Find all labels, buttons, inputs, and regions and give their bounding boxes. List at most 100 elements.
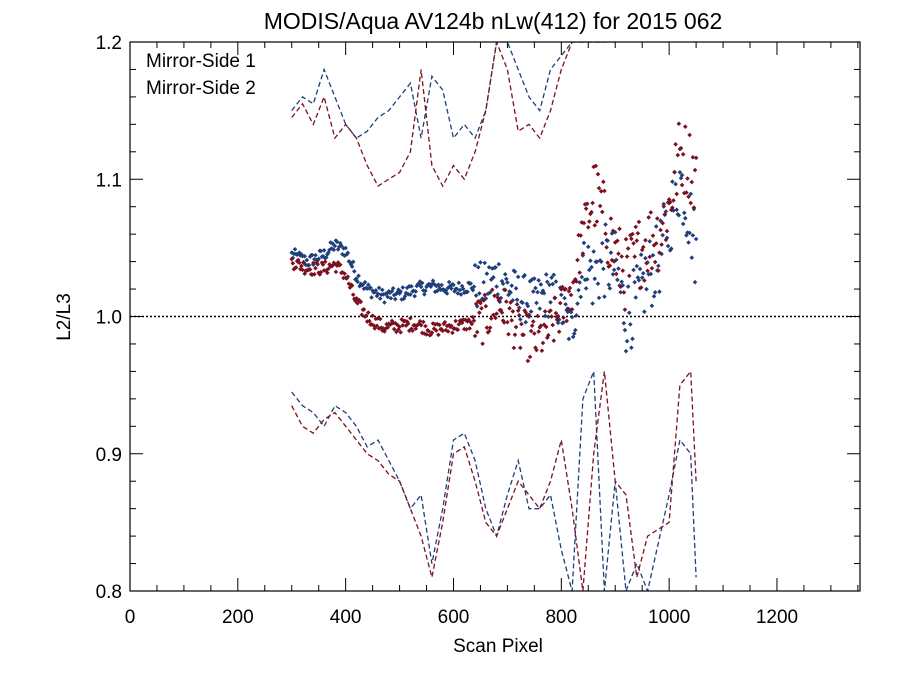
- mirror-side-2-point: [502, 287, 508, 293]
- mirror-side-2-point: [679, 182, 685, 188]
- mirror-side-2-point: [319, 260, 325, 265]
- mirror-side-2-point: [670, 205, 675, 210]
- mirror-side-1-point: [515, 274, 521, 280]
- mirror-side-1-point: [578, 294, 584, 300]
- mirror-side-2-point: [557, 300, 563, 306]
- mirror-side-2-point: [334, 263, 340, 268]
- mirror-side-1-point: [687, 230, 692, 236]
- mirror-side-2-point: [403, 323, 409, 328]
- mirror-side-1-point: [480, 296, 485, 301]
- mirror-side-1-point: [350, 259, 356, 265]
- mirror-side-1-point: [661, 201, 667, 207]
- mirror-side-1-lower-bound-line: [291, 371, 697, 591]
- mirror-side-2-point: [289, 256, 295, 262]
- mirror-side-2-point: [374, 323, 380, 329]
- mirror-side-1-point: [559, 292, 564, 298]
- mirror-side-1-point: [396, 287, 401, 292]
- mirror-side-1-point: [686, 240, 691, 245]
- mirror-side-2-point: [618, 284, 623, 290]
- mirror-side-1-point: [433, 283, 439, 289]
- mirror-side-1-point: [605, 238, 610, 243]
- mirror-side-2-point: [687, 132, 692, 138]
- mirror-side-1-point: [630, 336, 635, 342]
- mirror-side-2-point: [369, 322, 374, 327]
- mirror-side-1-point: [536, 278, 541, 283]
- mirror-side-1-point: [348, 262, 354, 267]
- mirror-side-2-point: [662, 211, 668, 217]
- mirror-side-1-points: [289, 169, 699, 354]
- mirror-side-1-point: [571, 331, 577, 336]
- mirror-side-1-point: [636, 277, 642, 283]
- mirror-side-2-point: [658, 227, 663, 233]
- mirror-side-1-point: [332, 243, 338, 249]
- mirror-side-2-point: [473, 301, 479, 307]
- mirror-side-2-point: [574, 279, 579, 284]
- mirror-side-1-point: [360, 282, 366, 287]
- mirror-side-1-point: [688, 191, 694, 197]
- mirror-side-1-point: [316, 256, 322, 262]
- mirror-side-1-point: [522, 272, 527, 278]
- mirror-side-1-point: [419, 280, 425, 286]
- x-tick-label: 1200: [756, 607, 798, 628]
- mirror-side-2-point: [554, 317, 560, 323]
- mirror-side-1-point: [592, 276, 598, 282]
- mirror-side-2-point: [527, 354, 533, 360]
- mirror-side-2-point: [450, 330, 455, 336]
- mirror-side-1-point: [465, 289, 470, 295]
- mirror-side-1-point: [390, 285, 396, 291]
- mirror-side-1-point: [354, 276, 359, 282]
- mirror-side-2-point: [483, 303, 489, 309]
- mirror-side-1-point: [623, 348, 629, 354]
- mirror-side-1-point: [542, 313, 548, 319]
- mirror-side-2-point: [628, 233, 633, 238]
- mirror-side-2-point: [528, 328, 534, 334]
- mirror-side-2-point: [345, 274, 351, 279]
- mirror-side-1-point: [327, 247, 332, 253]
- mirror-side-1-point: [615, 277, 620, 283]
- mirror-side-2-point: [536, 329, 541, 334]
- mirror-side-2-point: [299, 263, 304, 269]
- mirror-side-1-point: [640, 270, 646, 276]
- mirror-side-2-point: [519, 321, 524, 327]
- mirror-side-1-point: [595, 281, 601, 287]
- mirror-side-2-point: [396, 327, 401, 332]
- mirror-side-2-point: [367, 318, 372, 324]
- mirror-side-1-point: [502, 272, 508, 277]
- mirror-side-2-point: [535, 313, 540, 319]
- mirror-side-2-point: [363, 313, 369, 318]
- mirror-side-1-point: [577, 280, 582, 285]
- mirror-side-1-point: [596, 295, 602, 301]
- mirror-side-1-point: [573, 327, 578, 333]
- mirror-side-2-point: [629, 236, 634, 242]
- mirror-side-2-point: [532, 331, 537, 336]
- mirror-side-1-point: [599, 240, 605, 246]
- mirror-side-1-point: [693, 236, 699, 242]
- mirror-side-2-point: [556, 329, 562, 335]
- mirror-side-1-point: [328, 240, 333, 245]
- mirror-side-1-point: [673, 181, 678, 187]
- mirror-side-2-point: [530, 319, 536, 324]
- mirror-side-2-point: [456, 321, 462, 327]
- mirror-side-1-point: [469, 286, 475, 291]
- mirror-side-1-point: [436, 282, 441, 288]
- mirror-side-2-point: [646, 215, 651, 220]
- mirror-side-1-point: [670, 179, 675, 184]
- mirror-side-2-point: [419, 330, 425, 336]
- mirror-side-1-point: [423, 288, 428, 294]
- mirror-side-1-point: [408, 292, 413, 297]
- mirror-side-1-point: [591, 249, 596, 254]
- mirror-side-2-point: [463, 317, 468, 323]
- mirror-side-2-point: [512, 332, 518, 338]
- mirror-side-1-point: [340, 252, 345, 257]
- mirror-side-1-point: [514, 297, 520, 303]
- mirror-side-1-point: [474, 304, 480, 309]
- mirror-side-1-point: [529, 277, 535, 282]
- mirror-side-2-point: [652, 259, 658, 265]
- mirror-side-1-point: [597, 258, 603, 263]
- mirror-side-2-point: [406, 328, 412, 334]
- mirror-side-1-point: [366, 282, 371, 288]
- mirror-side-2-point: [601, 179, 606, 185]
- mirror-side-1-point: [446, 279, 452, 285]
- mirror-side-2-point: [445, 329, 451, 334]
- mirror-side-2-point: [539, 348, 545, 354]
